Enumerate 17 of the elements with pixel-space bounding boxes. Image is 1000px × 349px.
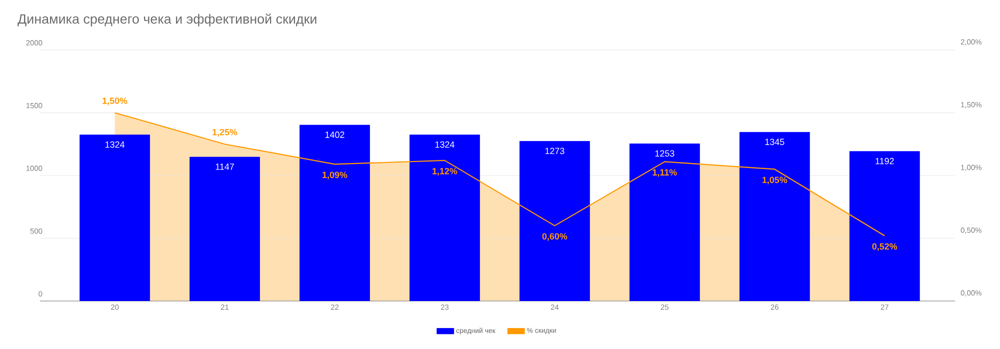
data-label: 1192 [876,158,894,164]
data-label: 1,11% [652,169,677,177]
data-label: 1273 [545,148,564,154]
data-label: 1345 [765,138,784,146]
data-label: 1,12% [432,168,458,176]
data-label: 1253 [655,150,674,157]
data-label: 1,50% [102,98,128,106]
data-label: 0,52% [872,243,898,251]
data-label: 1,25% [212,128,238,137]
data-label: 1402 [325,132,344,138]
data-label: 0,60% [542,233,568,241]
chart-title: Динамика среднего чека и эффективной скидки [18,14,316,26]
data-label: 1,05% [762,176,788,184]
data-label: 1147 [216,164,234,170]
data-label: 1,09% [322,172,348,180]
data-label: 1324 [106,141,124,148]
data-label: 1324 [435,141,454,148]
